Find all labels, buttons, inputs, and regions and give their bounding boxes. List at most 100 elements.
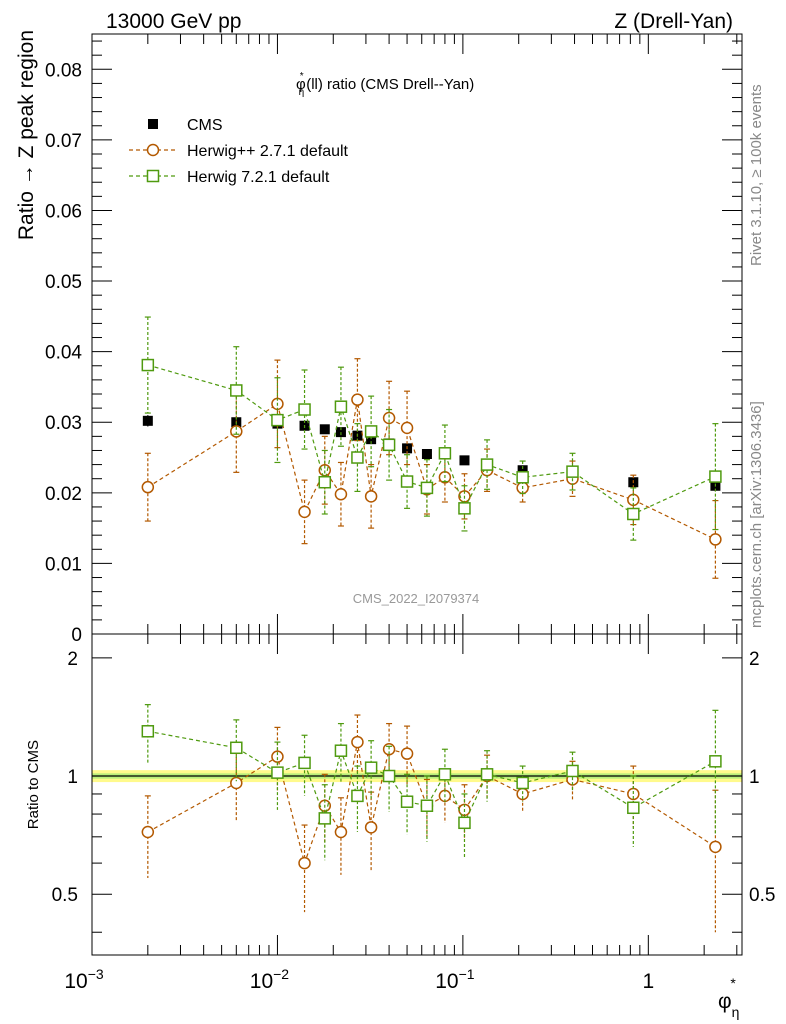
mcplots-label: mcplots.cern.ch [arXiv:1306.3436] (748, 401, 765, 628)
data-point-marker (438, 447, 452, 460)
ratio-point-marker (334, 744, 348, 757)
data-point-marker (421, 449, 432, 459)
ratio-point-marker (141, 825, 155, 839)
data-point-marker (141, 358, 155, 372)
x-tick-label-exponent: −2 (273, 966, 289, 982)
ratio-y-tick-label-right: 1 (749, 767, 760, 788)
x-axis-label-sub: η (732, 1004, 740, 1020)
ratio-point-marker (458, 816, 471, 830)
plot-title-sup: * (300, 71, 304, 82)
main-ylabel: Ratio → Z peak region (15, 30, 38, 240)
main-y-tick-label: 0.04 (45, 343, 82, 364)
main-y-tick-label: 0 (71, 625, 82, 646)
ratio-point-marker (480, 768, 494, 781)
ratio-point-marker (318, 812, 332, 825)
ratio-point-marker (438, 768, 452, 781)
x-tick-label: 10−2 (250, 966, 290, 993)
data-point-marker (709, 533, 722, 546)
ratio-point-marker (230, 776, 243, 790)
x-tick-label: 10−1 (435, 966, 475, 993)
main-y-tick-label: 0.03 (45, 413, 82, 434)
ratio-point-marker (627, 801, 640, 815)
data-point-marker (318, 475, 332, 489)
ratio-point-marker (364, 821, 378, 834)
header-right: Z (Drell-Yan) (614, 10, 733, 33)
ratio-point-marker (709, 755, 722, 768)
main-y-tick-label: 0.01 (45, 554, 82, 575)
plot-title-rest: (ll) ratio (CMS Drell--Yan) (306, 76, 474, 93)
data-point-marker (459, 455, 470, 466)
data-point-marker (364, 425, 378, 438)
data-point-marker (366, 434, 377, 445)
legend: CMS Herwig++ 2.7.1 default Herwig 7.2.1 de… (129, 117, 349, 186)
ratio-series-line (147, 741, 716, 866)
series-line (147, 364, 716, 515)
series-1 (141, 358, 722, 933)
main-y-tick-label: 0.06 (45, 201, 82, 222)
x-tick-label-base: 10 (64, 970, 87, 993)
analysis-id: CMS_2022_I2079374 (353, 591, 480, 606)
series-2 (141, 316, 722, 861)
data-point-marker (364, 490, 378, 503)
legend-label: Herwig++ 2.7.1 default (187, 143, 349, 160)
data-point-marker (351, 451, 364, 464)
x-axis-label-sup: * (730, 975, 736, 991)
main-y-tick-label: 0.07 (45, 131, 82, 152)
main-y-tick-label: 0.08 (45, 60, 82, 81)
legend-marker (148, 119, 158, 129)
ratio-ylabel: Ratio to CMS (25, 740, 42, 829)
data-point-marker (400, 421, 414, 435)
ratio-point-marker (298, 756, 311, 770)
x-tick-label-exponent: −1 (459, 966, 475, 982)
plot-title-sub: η (299, 87, 305, 98)
data-point-marker (420, 481, 434, 495)
ratio-point-marker (516, 776, 529, 790)
plot-title: φ* η (ll) ratio (CMS Drell--Yan) (296, 71, 474, 98)
ratio-point-marker (566, 764, 579, 778)
data-point-marker (351, 393, 364, 406)
ratio-point-marker (271, 766, 284, 779)
data-point-marker (400, 475, 414, 488)
data-point-marker (141, 480, 155, 494)
ratio-y-tick-label-left: 1 (67, 767, 78, 788)
x-tick-label: 1 (642, 970, 654, 993)
legend-label: Herwig 7.2.1 default (187, 169, 330, 186)
header-left: 13000 GeV pp (106, 10, 241, 33)
ratio-y-tick-label-left: 0.5 (52, 885, 78, 906)
data-point-marker (566, 465, 579, 478)
x-tick-label-base: 1 (642, 970, 654, 993)
ratio-y-tick-label-right: 2 (749, 649, 760, 670)
ratio-point-marker (364, 761, 378, 774)
x-tick-label-exponent: −3 (88, 966, 104, 982)
main-y-tick-label: 0.02 (45, 484, 82, 505)
ratio-point-marker (400, 747, 414, 760)
series-line (147, 399, 716, 540)
x-axis-label-base: φ (718, 990, 732, 1013)
data-point-marker (709, 470, 722, 483)
ratio-point-marker (351, 735, 364, 749)
data-point-marker (382, 438, 396, 452)
data-point-marker (298, 505, 311, 519)
ratio-point-marker (420, 799, 434, 812)
ratio-point-marker (382, 769, 396, 783)
ratio-y-tick-label-right: 0.5 (749, 885, 775, 906)
data-point-marker (230, 384, 243, 397)
data-point-marker (480, 458, 494, 471)
data-point-marker (142, 415, 153, 426)
x-tick-label-base: 10 (250, 970, 273, 993)
data-point-marker (271, 413, 284, 427)
x-axis-label: φη * (718, 975, 739, 1020)
data-point-marker (516, 471, 529, 484)
ratio-point-marker (709, 840, 722, 854)
series-layer (141, 316, 722, 933)
plot-title-base: φ (296, 76, 306, 93)
ratio-point-marker (400, 795, 414, 808)
legend-label: CMS (187, 117, 223, 134)
data-point-marker (334, 400, 348, 413)
data-point-marker (298, 403, 311, 416)
legend-marker (146, 143, 160, 157)
main-y-tick-label: 0.05 (45, 272, 82, 293)
ratio-point-marker (351, 789, 364, 803)
ratio-point-marker (141, 725, 155, 738)
